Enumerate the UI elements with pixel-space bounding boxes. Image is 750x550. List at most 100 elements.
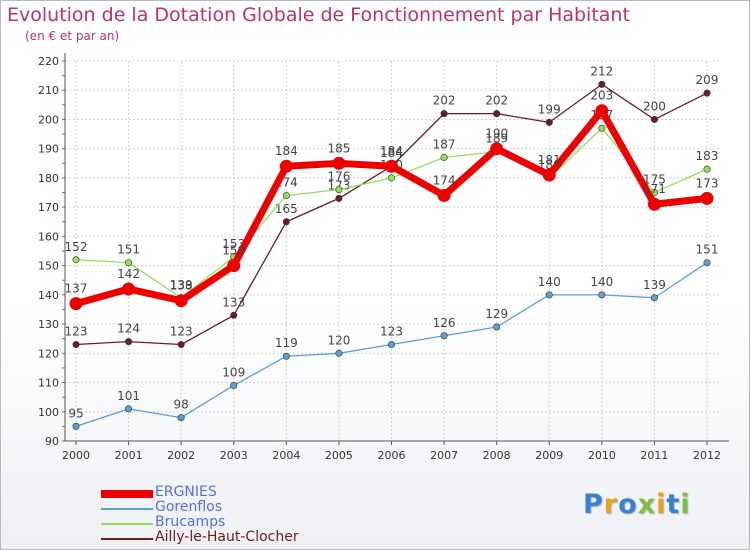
x-tick-label: 2006 xyxy=(378,449,406,462)
logo-letter: o xyxy=(618,489,638,520)
x-tick-label: 2008 xyxy=(483,449,511,462)
data-point xyxy=(598,124,606,132)
data-label: 151 xyxy=(117,243,140,257)
data-point xyxy=(650,294,658,302)
data-label: 165 xyxy=(275,202,298,216)
data-label: 185 xyxy=(327,141,350,155)
data-label: 95 xyxy=(68,406,83,420)
data-point xyxy=(125,405,133,413)
y-tick-label: 130 xyxy=(38,318,59,331)
data-label: 200 xyxy=(643,99,666,113)
line-chart: 90 100 110 120 130 140 150 160 170 180 190 200 210 22… xyxy=(38,53,729,462)
x-tick-label: 2009 xyxy=(535,449,563,462)
legend-swatch xyxy=(101,538,153,540)
chart-title: Evolution de la Dotation Globale de Fonc… xyxy=(7,4,630,26)
legend-swatch xyxy=(101,523,153,525)
data-point xyxy=(335,194,343,202)
data-label: 175 xyxy=(643,173,666,187)
data-point xyxy=(703,89,711,97)
y-tick-label: 90 xyxy=(45,435,59,448)
data-label: 150 xyxy=(222,244,245,258)
data-label: 173 xyxy=(696,176,719,190)
data-point xyxy=(282,352,290,360)
data-point xyxy=(122,282,136,296)
data-point xyxy=(72,422,80,430)
data-label: 120 xyxy=(327,333,350,347)
data-label: 139 xyxy=(643,278,666,292)
data-label: 202 xyxy=(433,94,456,108)
legend-label: Brucamps xyxy=(155,514,226,530)
data-point xyxy=(598,291,606,299)
data-label: 139 xyxy=(170,278,193,292)
data-label: 152 xyxy=(65,240,88,254)
x-tick-label: 2004 xyxy=(272,449,300,462)
data-label: 137 xyxy=(65,282,88,296)
logo-letter: i xyxy=(656,489,667,520)
data-label: 123 xyxy=(170,325,193,339)
y-tick-label: 200 xyxy=(38,113,59,126)
legend-swatch xyxy=(101,490,153,498)
y-tick-label: 180 xyxy=(38,172,59,185)
y-tick-label: 120 xyxy=(38,347,59,360)
data-label: 187 xyxy=(433,137,456,151)
data-point xyxy=(335,186,343,194)
proxiti-logo: Proxiti xyxy=(583,489,691,520)
y-tick-label: 140 xyxy=(38,289,59,302)
data-point xyxy=(440,153,448,161)
data-label: 123 xyxy=(65,325,88,339)
data-point xyxy=(490,142,504,156)
data-label: 189 xyxy=(485,132,508,146)
x-tick-label: 2002 xyxy=(167,449,195,462)
data-point xyxy=(125,259,133,267)
data-point xyxy=(545,291,553,299)
x-tick-label: 2012 xyxy=(693,449,721,462)
x-tick-label: 2003 xyxy=(220,449,248,462)
legend-label: ERGNIES xyxy=(155,484,217,500)
data-label: 184 xyxy=(380,144,403,158)
data-point xyxy=(542,168,556,182)
data-point xyxy=(230,381,238,389)
logo-letter: t xyxy=(666,489,681,520)
logo-letter: i xyxy=(680,489,691,520)
data-label: 209 xyxy=(696,73,719,87)
x-tick-label: 2000 xyxy=(62,449,90,462)
data-label: 133 xyxy=(222,295,245,309)
legend-swatch xyxy=(101,508,153,510)
logo-letter: r xyxy=(603,489,619,520)
data-label: 126 xyxy=(433,316,456,330)
data-point xyxy=(493,110,501,118)
data-point xyxy=(650,115,658,123)
data-label: 124 xyxy=(117,322,140,336)
data-label: 181 xyxy=(538,153,561,167)
data-point xyxy=(177,341,185,349)
data-point xyxy=(332,156,346,170)
data-point xyxy=(647,197,661,211)
data-point xyxy=(282,218,290,226)
y-tick-label: 110 xyxy=(38,377,59,390)
x-tick-label: 2007 xyxy=(430,449,458,462)
data-point xyxy=(598,80,606,88)
data-point xyxy=(387,341,395,349)
data-label: 184 xyxy=(275,144,298,158)
data-label: 202 xyxy=(485,94,508,108)
x-tick-label: 2010 xyxy=(588,449,616,462)
data-label: 101 xyxy=(117,389,140,403)
y-tick-label: 190 xyxy=(38,143,59,156)
data-point xyxy=(437,188,451,202)
data-point xyxy=(700,191,714,205)
y-tick-label: 150 xyxy=(38,260,59,273)
data-point xyxy=(125,338,133,346)
data-point xyxy=(703,165,711,173)
data-point xyxy=(72,256,80,264)
data-label: 184 xyxy=(380,146,403,160)
data-point xyxy=(69,297,83,311)
y-tick-label: 210 xyxy=(38,84,59,97)
chart-subtitle: (en € et par an) xyxy=(25,29,120,43)
data-label: 151 xyxy=(696,243,719,257)
data-point xyxy=(335,349,343,357)
data-point xyxy=(385,159,398,173)
data-label: 176 xyxy=(327,170,350,184)
x-tick-label: 2005 xyxy=(325,449,353,462)
data-label: 138 xyxy=(170,279,193,293)
